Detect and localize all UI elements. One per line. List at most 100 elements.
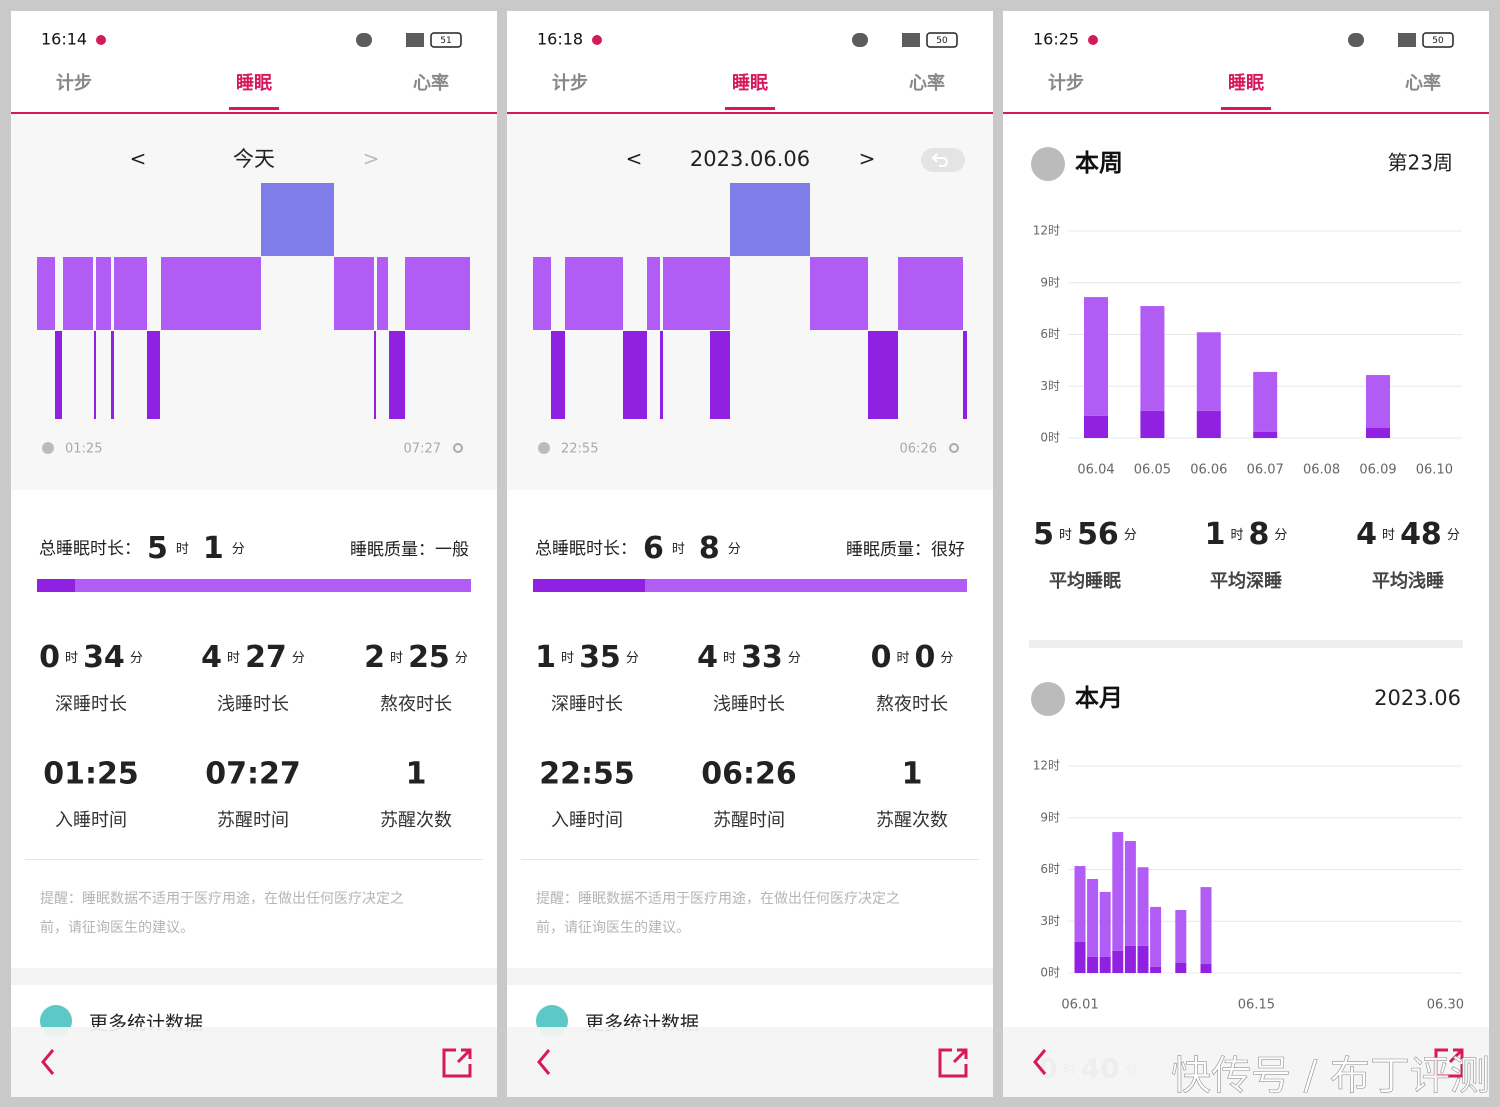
hours: 1	[535, 640, 556, 675]
tab[interactable]: 计步	[552, 72, 588, 94]
minutes: 8	[699, 531, 720, 566]
y-tick-label: 6时	[1040, 327, 1060, 341]
tab-underline	[229, 107, 279, 110]
share-button[interactable]	[442, 1048, 472, 1078]
bar-segment	[1074, 941, 1086, 973]
deep-block	[710, 331, 730, 419]
time-value: 06:26	[701, 757, 797, 792]
minutes: 56	[1077, 517, 1119, 552]
x-tick-label: 06.08	[1303, 463, 1340, 478]
battery-icon	[1422, 32, 1454, 48]
y-tick-label: 12时	[1033, 759, 1060, 773]
time-label: 苏醒次数	[380, 810, 452, 831]
bar-segment	[1366, 427, 1390, 438]
minute-unit: 分	[728, 542, 741, 557]
bar-segment	[1137, 867, 1149, 946]
battery-icon	[430, 32, 462, 48]
minute-unit: 分	[130, 651, 143, 666]
tab[interactable]: 计步	[1048, 72, 1084, 94]
return-button[interactable]	[921, 148, 965, 172]
prev-day[interactable]: <	[626, 147, 643, 171]
time-value: 07:27	[205, 757, 301, 792]
bar-segment	[1175, 910, 1187, 963]
light-block	[377, 257, 388, 330]
light-block	[898, 257, 963, 330]
bar-segment	[1140, 306, 1165, 411]
duration: 1 时 35 分	[535, 640, 639, 675]
signal-icon	[406, 33, 424, 47]
battery-level: 50	[936, 36, 948, 46]
share-button[interactable]	[1434, 1048, 1464, 1078]
next-day[interactable]: >	[363, 147, 380, 171]
progress-deep	[533, 579, 645, 592]
tab-underline	[725, 107, 775, 110]
share-button[interactable]	[938, 1048, 968, 1078]
duration: 5 时 56 分	[1033, 517, 1137, 552]
bar-segment	[1084, 297, 1108, 416]
hour-unit: 时	[65, 651, 78, 666]
x-tick-label: 06.06	[1190, 463, 1227, 478]
sleep-quality: 睡眠质量：一般	[350, 540, 469, 560]
bar-segment	[1087, 878, 1099, 957]
deep-block	[374, 331, 376, 419]
time-label: 苏醒时间	[713, 810, 785, 831]
time-label: 苏醒次数	[876, 810, 948, 831]
total-duration: 总睡眠时长： 6 时 8 分	[535, 531, 741, 566]
tab[interactable]: 睡眠	[1228, 73, 1264, 94]
note-line: 前，请征询医生的建议。	[40, 919, 194, 936]
divider	[521, 859, 979, 860]
hour-unit: 时	[723, 651, 736, 666]
time-label: 入睡时间	[55, 810, 127, 831]
moon-icon	[42, 442, 54, 454]
minutes: 27	[245, 640, 287, 675]
hours: 4	[201, 640, 222, 675]
deep-block	[389, 331, 405, 419]
stat-label: 浅睡时长	[217, 694, 289, 715]
minutes: 8	[1249, 517, 1270, 552]
signal-icon	[902, 33, 920, 47]
tab-underline	[1221, 107, 1271, 110]
x-tick-label: 06.07	[1247, 463, 1284, 478]
bar-segment	[1112, 950, 1124, 973]
total-duration: 总睡眠时长： 5 时 1 分	[39, 531, 245, 566]
deep-block	[623, 331, 647, 419]
tab[interactable]: 睡眠	[732, 73, 768, 94]
status-time: 16:18	[537, 30, 583, 49]
deep-block	[551, 331, 565, 419]
note-line: 前，请征询医生的建议。	[536, 919, 690, 936]
back-button[interactable]	[41, 1049, 55, 1075]
bottom-bar	[1003, 1027, 1489, 1097]
bar-segment	[1074, 866, 1086, 942]
tab[interactable]: 心率	[909, 72, 945, 94]
minutes: 0	[915, 640, 936, 675]
bar-segment	[1196, 410, 1221, 438]
average-label: 平均浅睡	[1372, 570, 1444, 592]
minute-unit: 分	[940, 651, 953, 666]
tab[interactable]: 心率	[413, 72, 449, 94]
bar-segment	[1253, 431, 1278, 438]
back-button[interactable]	[537, 1049, 551, 1075]
hour-unit: 时	[672, 542, 685, 557]
week-label: 第23周	[1388, 151, 1453, 175]
tab[interactable]: 睡眠	[236, 73, 272, 94]
duration: 2 时 25 分	[364, 640, 468, 675]
tab[interactable]: 计步	[56, 72, 92, 94]
y-tick-label: 3时	[1040, 379, 1060, 393]
section-band	[1029, 640, 1463, 648]
next-day[interactable]: >	[859, 147, 876, 171]
tab[interactable]: 心率	[1405, 72, 1441, 94]
notify-icon	[96, 35, 106, 45]
header-divider	[1003, 112, 1489, 114]
back-button[interactable]	[1033, 1049, 1047, 1075]
minute-unit: 分	[788, 651, 801, 666]
wifi-icon	[852, 33, 868, 47]
hours: 6	[643, 531, 664, 566]
section-gap	[507, 968, 993, 985]
minute-unit: 分	[455, 651, 468, 666]
minutes: 48	[1400, 517, 1442, 552]
prev-day[interactable]: <	[130, 147, 147, 171]
x-tick-label: 06.10	[1416, 463, 1453, 478]
hours: 4	[1356, 517, 1377, 552]
wifi-icon	[1348, 33, 1364, 47]
